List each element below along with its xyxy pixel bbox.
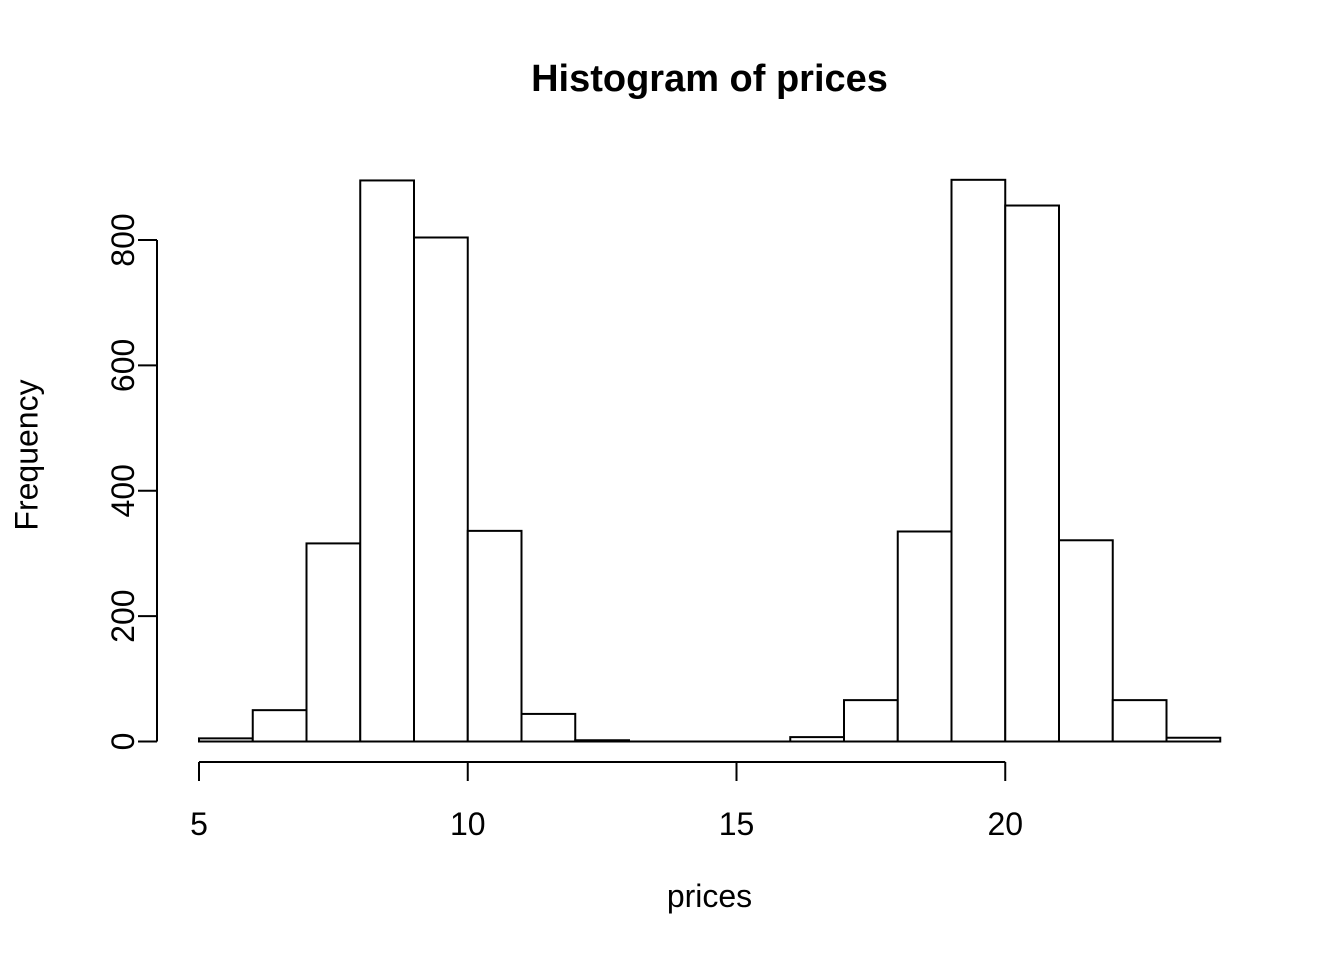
- y-tick-label: 600: [105, 339, 141, 392]
- histogram-bar: [1004, 204, 1060, 743]
- x-tick-label: 20: [987, 806, 1023, 842]
- y-tick-label: 0: [105, 733, 141, 751]
- histogram-bar: [413, 236, 469, 743]
- y-tick-label: 200: [105, 589, 141, 642]
- histogram-bar: [466, 529, 523, 743]
- histogram-bar: [359, 179, 415, 743]
- y-tick-label: 800: [105, 213, 141, 266]
- histogram-bar: [950, 178, 1007, 743]
- x-tick-label: 5: [190, 806, 208, 842]
- histogram-bar: [1165, 736, 1222, 743]
- histogram-bar: [198, 737, 254, 743]
- histogram-bar: [789, 736, 845, 743]
- histogram-bar: [305, 542, 362, 743]
- histogram-bar: [251, 709, 308, 743]
- histogram-bar: [1111, 699, 1168, 743]
- y-tick-label: 400: [105, 464, 141, 517]
- x-tick-label: 15: [719, 806, 755, 842]
- histogram-bar: [843, 699, 899, 743]
- histogram-bar: [520, 712, 577, 743]
- histogram-bar: [1058, 539, 1114, 743]
- y-axis-label: Frequency: [8, 379, 45, 531]
- x-tick-label: 10: [450, 806, 486, 842]
- chart-title: Histogram of prices: [531, 58, 888, 100]
- histogram-bar: [574, 739, 630, 743]
- histogram-bar: [896, 530, 953, 743]
- x-axis-label: prices: [666, 878, 753, 914]
